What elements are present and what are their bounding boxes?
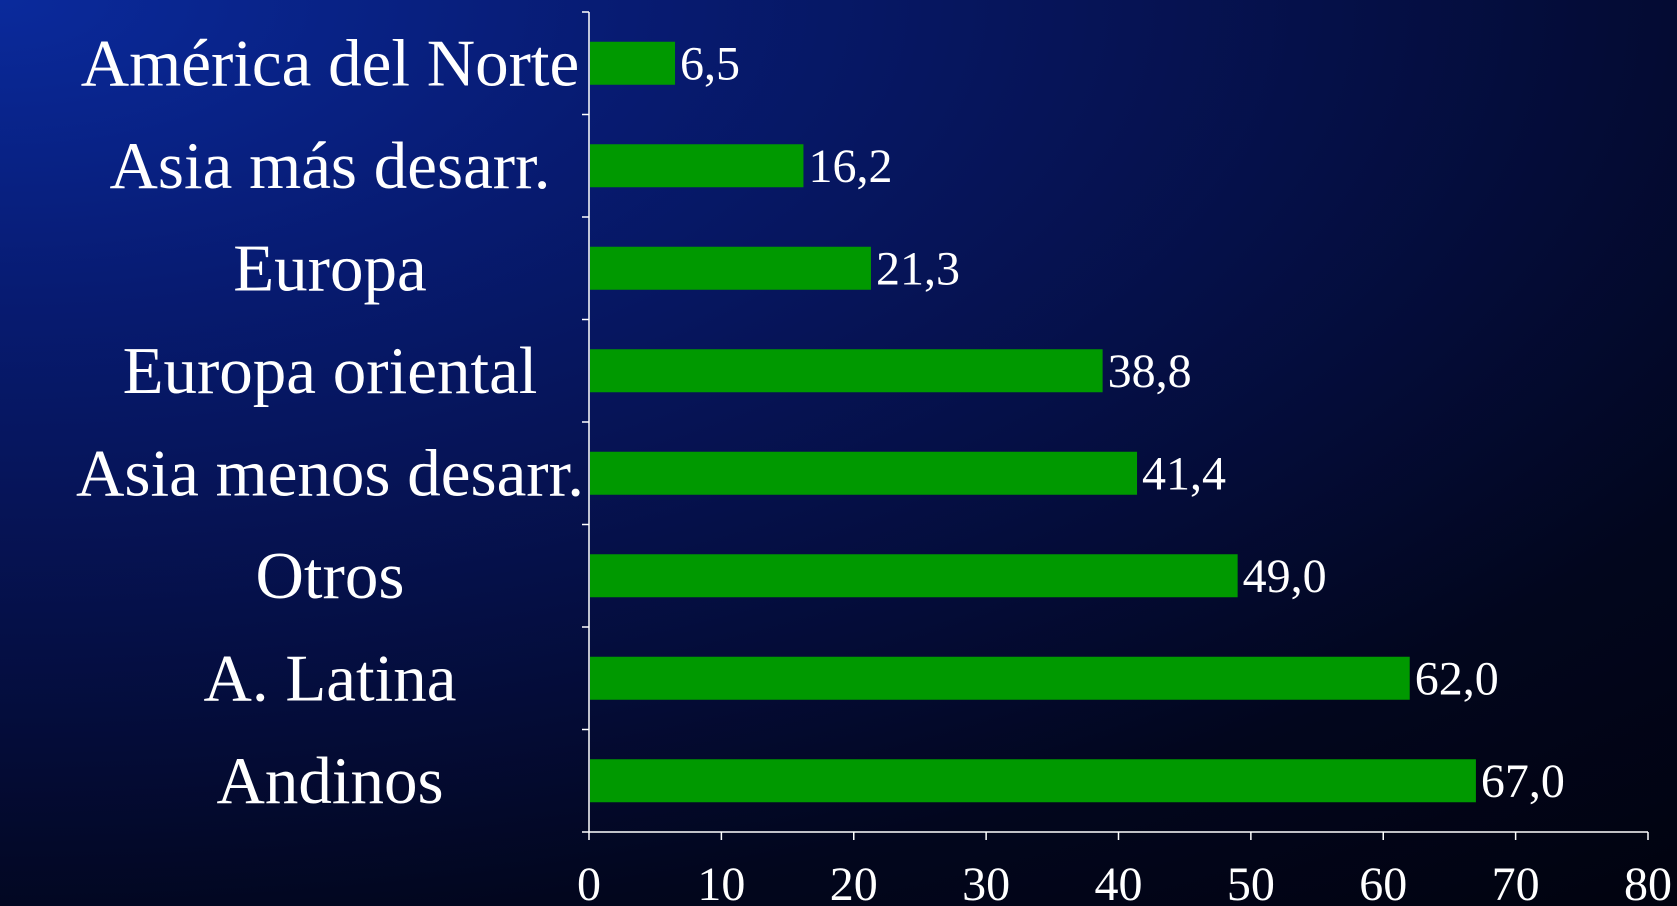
data-label: 41,4	[1142, 447, 1226, 500]
x-tick-label: 30	[962, 858, 1010, 906]
category-label: Andinos	[216, 744, 443, 818]
x-tick-label: 0	[577, 858, 601, 906]
category-label: Asia más desarr.	[110, 129, 551, 203]
category-label: Asia menos desarr.	[76, 436, 584, 510]
bar	[590, 246, 871, 290]
data-label: 67,0	[1481, 755, 1565, 808]
category-label: A. Latina	[203, 641, 456, 715]
data-label: 38,8	[1108, 345, 1192, 398]
bar	[590, 451, 1138, 495]
x-tick-label: 80	[1624, 858, 1672, 906]
category-labels: América del Norte Asia más desarr. Europa E…	[76, 26, 584, 818]
x-tick-label: 10	[697, 858, 745, 906]
plot-area: 6,5 16,2 21,3 38,8 41,4 49,0 62,0 67,0 América …	[76, 11, 1672, 906]
x-tick-label: 20	[830, 858, 878, 906]
data-labels: 6,5 16,2 21,3 38,8 41,4 49,0 62,0 67,0	[680, 37, 1565, 808]
x-tick-label: 60	[1359, 858, 1407, 906]
x-tick-label: 40	[1095, 858, 1143, 906]
data-label: 16,2	[808, 140, 892, 193]
data-label: 49,0	[1243, 550, 1327, 603]
category-label: Europa oriental	[123, 334, 538, 408]
bar	[590, 759, 1476, 803]
bar	[590, 554, 1238, 598]
bar	[590, 41, 676, 85]
data-label: 21,3	[876, 242, 960, 295]
y-axis-ticks	[582, 11, 589, 833]
bar	[590, 144, 804, 188]
data-label: 6,5	[680, 37, 740, 90]
x-tick-labels: 0 10 20 30 40 50 60 70 80	[577, 858, 1672, 906]
x-axis-ticks	[588, 832, 1649, 840]
bar	[590, 656, 1410, 700]
category-label: América del Norte	[81, 26, 580, 100]
category-label: Europa	[233, 231, 426, 305]
data-label: 62,0	[1415, 652, 1499, 705]
bar	[590, 349, 1103, 393]
bars	[590, 41, 1476, 803]
category-label: Otros	[256, 539, 405, 613]
x-tick-label: 50	[1227, 858, 1275, 906]
x-tick-label: 70	[1492, 858, 1540, 906]
